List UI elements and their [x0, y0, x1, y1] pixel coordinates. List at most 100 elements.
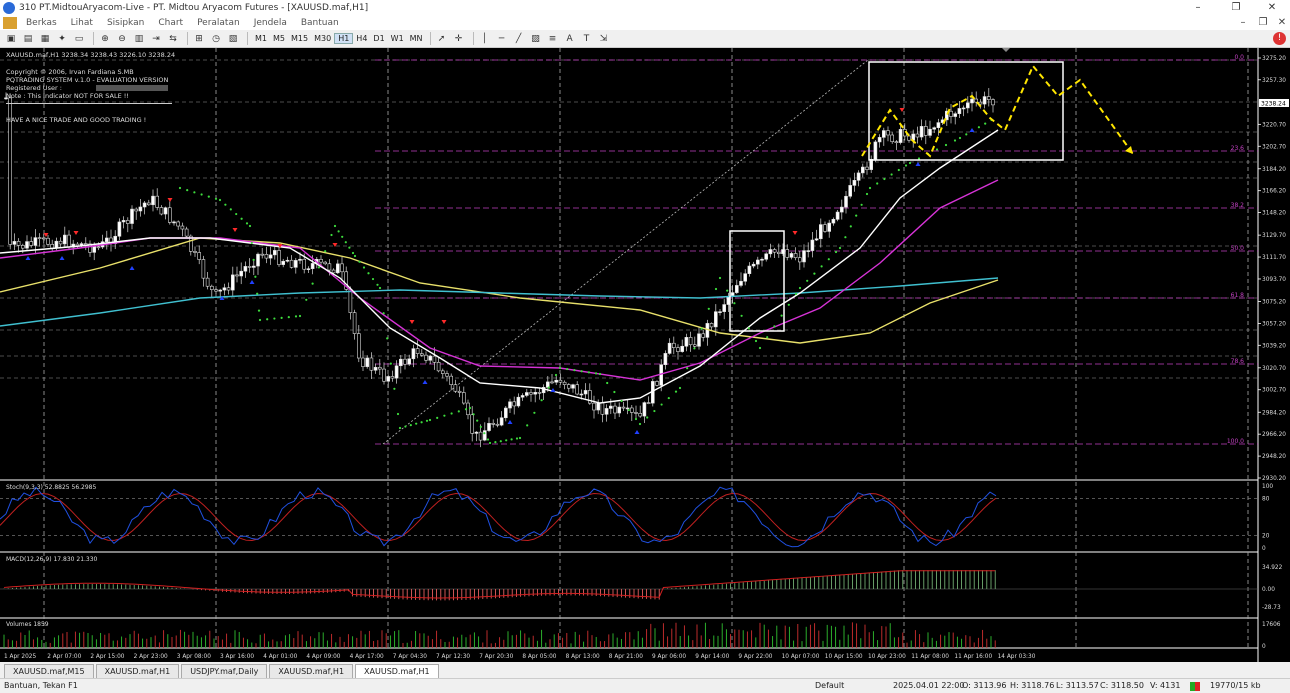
candle-body	[802, 250, 806, 263]
navigator-icon[interactable]: ✦	[58, 33, 66, 44]
candle-body	[898, 129, 903, 143]
candle-body	[503, 407, 508, 419]
menu-berkas[interactable]: Berkas	[26, 17, 57, 28]
psar-dot	[457, 410, 460, 413]
sell-arrow-icon	[441, 320, 447, 324]
label-icon[interactable]: T	[583, 33, 590, 44]
templates-icon[interactable]: ▧	[228, 33, 238, 44]
price-chart[interactable]: 0.0 23.6 38.2 50.0 61.8 78.6 100.0 3238.24 3275…	[0, 48, 1290, 662]
notification-badge[interactable]: !	[1273, 32, 1286, 45]
chart-shift-marker-icon	[1002, 48, 1010, 52]
cursor-icon[interactable]: ➚	[437, 33, 446, 44]
candle-body	[382, 368, 386, 382]
candle-body	[142, 202, 147, 208]
candle-body	[613, 405, 617, 414]
tab-xauusd-h1-active[interactable]: XAUUSD.maf,H1	[355, 664, 439, 678]
new-order-icon[interactable]: ▣	[6, 33, 16, 44]
candle-body	[751, 263, 756, 267]
tab-xauusd-m15[interactable]: XAUUSD.maf,M15	[4, 664, 94, 678]
timeframe-d1[interactable]: D1	[373, 34, 385, 43]
zoom-in-icon[interactable]: ⊕	[101, 33, 109, 44]
candle-body	[797, 257, 802, 263]
timeframe-h1[interactable]: H1	[334, 33, 354, 44]
timeframe-m15[interactable]: M15	[291, 34, 309, 43]
periods-icon[interactable]: ◷	[212, 33, 220, 44]
projection-arrow-icon	[1125, 146, 1133, 154]
timeframe-m30[interactable]: M30	[314, 34, 332, 43]
psar-dot	[733, 302, 736, 305]
menu-peralatan[interactable]: Peralatan	[197, 17, 240, 28]
crosshair-icon[interactable]: ✛	[454, 33, 463, 44]
status-help: Bantuan, Tekan F1	[4, 681, 78, 690]
time-label: 11 Apr 08:00	[911, 654, 949, 660]
psar-dot	[337, 230, 340, 233]
psar-dot	[311, 282, 314, 285]
arrows-icon[interactable]: ⇲	[599, 33, 608, 44]
candle-body	[541, 387, 546, 394]
candle-body	[37, 237, 42, 239]
timeframe-m1[interactable]: M1	[255, 34, 267, 43]
channel-icon[interactable]: ▨	[531, 33, 540, 44]
psar-dot	[362, 266, 366, 269]
profiles-icon[interactable]: ▤	[23, 33, 33, 44]
tab-usdjpy-daily[interactable]: USDJPY.maf,Daily	[181, 664, 268, 678]
psar-dot	[780, 314, 783, 317]
auto-scroll-icon[interactable]: ⇆	[169, 33, 177, 44]
status-profile: Default	[815, 681, 845, 690]
psar-dot	[258, 318, 262, 322]
buy-arrow-icon	[59, 256, 65, 260]
menu-jendela[interactable]: Jendela	[253, 17, 287, 28]
psar-dot	[580, 370, 583, 373]
tile-windows-icon[interactable]: ▥	[134, 33, 144, 44]
timeframe-w1[interactable]: W1	[390, 34, 404, 43]
fibonacci-icon[interactable]: ≡	[548, 33, 557, 44]
candle-body	[663, 353, 668, 366]
candle-body	[319, 258, 323, 263]
mdi-restore-button[interactable]: ❐	[1258, 17, 1268, 28]
psar-dot	[798, 286, 802, 290]
time-label: 4 Apr 17:00	[350, 654, 384, 660]
sell-arrow-icon	[43, 233, 49, 237]
menu-sisipkan[interactable]: Sisipkan	[106, 17, 145, 28]
psar-dot	[248, 224, 252, 228]
timeframe-m5[interactable]: M5	[273, 34, 285, 43]
psar-dot	[876, 182, 879, 185]
psar-dot	[250, 241, 253, 245]
close-button[interactable]: ✕	[1267, 2, 1277, 13]
timeframe-h4[interactable]: H4	[356, 34, 368, 43]
tab-xauusd-h1-a[interactable]: XAUUSD.maf,H1	[95, 664, 180, 678]
note-line: Note : This Indicator NOT FOR SALE !!	[6, 92, 129, 100]
market-watch-icon[interactable]: ▦	[40, 33, 50, 44]
candle-body	[176, 221, 180, 227]
zoom-out-icon[interactable]: ⊖	[118, 33, 126, 44]
tab-xauusd-h1-b[interactable]: XAUUSD.maf,H1	[269, 664, 354, 678]
terminal-icon[interactable]: ▭	[74, 33, 84, 44]
candle-body	[184, 228, 189, 237]
candle-body	[634, 412, 638, 414]
menu-chart[interactable]: Chart	[158, 17, 184, 28]
chart-shift-icon[interactable]: ⇥	[152, 33, 160, 44]
candle-body	[302, 258, 307, 270]
mdi-minimize-button[interactable]: –	[1240, 17, 1246, 28]
registered-line: Registered User :	[6, 84, 62, 92]
candle-body	[457, 390, 462, 393]
indicators-icon[interactable]: ⊞	[195, 33, 203, 44]
horizontal-line-icon[interactable]: ─	[498, 33, 505, 44]
chart-window[interactable]: 0.0 23.6 38.2 50.0 61.8 78.6 100.0 3238.24 3275…	[0, 48, 1290, 662]
maximize-button[interactable]: ❐	[1231, 2, 1241, 13]
minimize-button[interactable]: –	[1195, 2, 1201, 13]
vertical-line-icon[interactable]: │	[481, 33, 488, 44]
candle-body	[575, 384, 580, 395]
status-volume: V: 4131	[1150, 681, 1181, 690]
menu-bantuan[interactable]: Bantuan	[300, 17, 339, 28]
candle-body	[239, 270, 243, 277]
buy-arrow-icon	[550, 388, 556, 392]
text-icon[interactable]: A	[566, 33, 573, 44]
menu-lihat[interactable]: Lihat	[70, 17, 93, 28]
timeframe-mn[interactable]: MN	[409, 34, 423, 43]
trendline-icon[interactable]: ╱	[515, 33, 522, 44]
candle-body	[92, 246, 96, 253]
candle-body	[470, 414, 475, 434]
candle-body	[646, 402, 651, 404]
mdi-close-button[interactable]: ✕	[1277, 17, 1287, 28]
